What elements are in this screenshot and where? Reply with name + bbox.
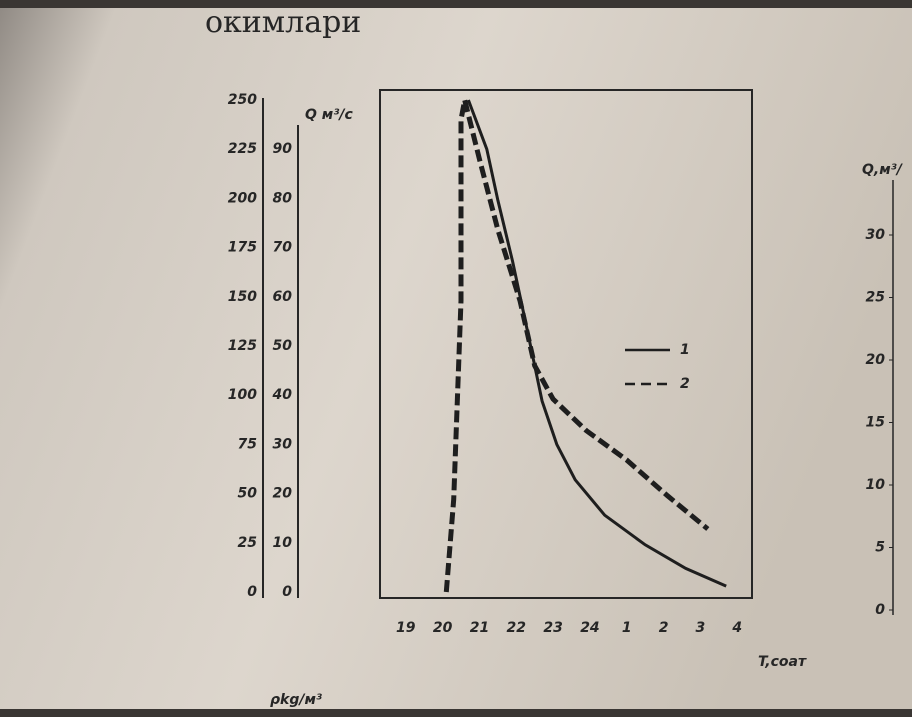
chart: окимлари Q м³/с ρkg/м³ T,соат Q,м³/ 0255…	[0, 0, 912, 717]
y2-tick-label: 10	[273, 535, 293, 551]
fragment-tick-label: 10	[866, 477, 886, 493]
y2-tick-label: 90	[273, 141, 293, 157]
x-tick-label: 23	[543, 620, 562, 636]
y2-tick-label: 70	[273, 240, 293, 256]
x-tick-label: 19	[396, 620, 416, 636]
fragment-tick-label: 20	[866, 352, 886, 368]
y-tick-label: 175	[228, 240, 257, 256]
x-tick-label: 24	[580, 620, 599, 636]
x-tick-label: 1	[622, 620, 632, 636]
y-tick-label: 50	[238, 486, 258, 502]
x-tick-label: 20	[433, 620, 453, 636]
y2-tick-label: 20	[273, 486, 293, 502]
x-tick-label: 4	[731, 620, 742, 636]
x-label: T,соат	[758, 654, 807, 670]
x-tick-label: 2	[659, 620, 669, 636]
page: окимлари Q м³/с ρkg/м³ T,соат Q,м³/ 0255…	[0, 0, 912, 717]
x-tick-label: 22	[507, 620, 526, 636]
y2-tick-label: 60	[273, 289, 293, 305]
y2-tick-label: 0	[282, 584, 292, 600]
y-tick-label: 0	[247, 584, 257, 600]
fragment-tick-label: 0	[875, 602, 885, 618]
y-tick-label: 225	[228, 141, 257, 157]
edge	[0, 709, 912, 717]
y2-label: Q м³/с	[305, 107, 353, 123]
y-tick-label: 200	[228, 190, 257, 206]
y-tick-label: 250	[228, 92, 257, 108]
fragment-tick-label: 15	[866, 415, 886, 431]
y-tick-label: 125	[228, 338, 257, 354]
fragment-label: Q,м³/	[862, 162, 904, 178]
fragment-tick-label: 25	[866, 290, 886, 306]
y-tick-label: 75	[238, 436, 258, 452]
y2-tick-label: 40	[272, 387, 293, 403]
y-tick-label: 25	[238, 535, 258, 551]
edge	[0, 0, 912, 8]
y-tick-label: 150	[228, 289, 257, 305]
x-tick-label: 3	[696, 620, 706, 636]
paper	[0, 0, 912, 717]
y2-tick-label: 50	[273, 338, 293, 354]
y2-tick-label: 30	[273, 436, 293, 452]
legend-label: 1	[680, 342, 690, 358]
y2-tick-label: 80	[273, 190, 293, 206]
x-tick-label: 21	[470, 620, 489, 636]
header: окимлари	[205, 5, 361, 40]
y-label: ρkg/м³	[270, 692, 322, 708]
fragment-tick-label: 30	[866, 227, 886, 243]
fragment-tick-label: 5	[875, 540, 885, 556]
legend-label: 2	[680, 376, 690, 392]
y-tick-label: 100	[228, 387, 257, 403]
